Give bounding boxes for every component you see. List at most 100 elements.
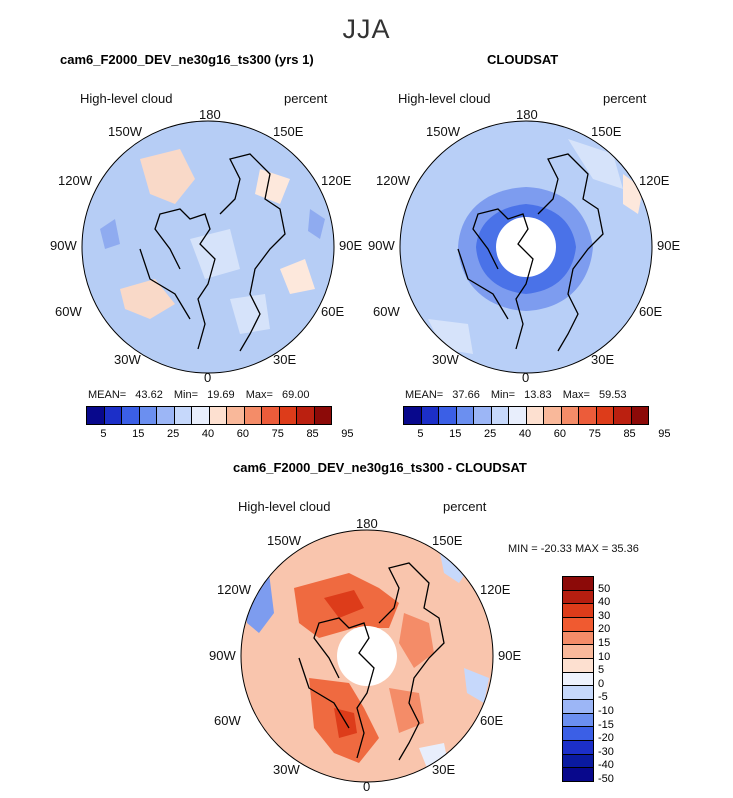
model-mean: 43.62 [135, 389, 163, 401]
model-colorbar-box [279, 407, 297, 424]
diff-minmax: MIN = -20.33 MAX = 35.36 [508, 543, 639, 555]
model-field-patch-deep [100, 219, 120, 249]
model-field-patch-warm [255, 169, 290, 204]
obs-mean-label: MEAN= [405, 389, 444, 401]
model-colorbar-box [244, 407, 262, 424]
diff-lon-label: 0 [363, 779, 371, 794]
obs-variable-label: High-level cloud [398, 91, 491, 106]
obs-field-patch-warm [623, 174, 643, 214]
model-colorbar-box [297, 407, 315, 424]
diff-colorbar-tick-label: 50 [598, 582, 611, 595]
model-colorbar-box [104, 407, 122, 424]
obs-units-label: percent [603, 91, 647, 106]
model-colorbar-box [139, 407, 157, 424]
model-lon-label: 60E [321, 304, 345, 319]
model-colorbar-box [87, 407, 105, 424]
diff-lon-label: 90E [498, 648, 522, 663]
diff-colorbar-tick-label: 0 [598, 677, 605, 690]
obs-colorbar-box [509, 407, 527, 424]
obs-colorbar-box [491, 407, 509, 424]
obs-panel-title: CLOUDSAT [487, 52, 559, 67]
diff-lon-label: 30E [432, 762, 456, 777]
model-lon-label: 150W [108, 124, 142, 139]
diff-lon-label: 60W [214, 713, 241, 728]
obs-colorbar-box [421, 407, 439, 424]
obs-lon-label: 150E [591, 124, 622, 139]
model-lon-label: 150E [273, 124, 304, 139]
obs-field-patch-pale [428, 319, 473, 354]
diff-colorbar-tick-label: 5 [598, 664, 605, 677]
obs-colorbar-tick-label: 40 [518, 428, 532, 440]
diff-field-patch-max [324, 590, 364, 618]
diff-colorbar-tick-label: 40 [598, 596, 611, 609]
model-colorbar-box [174, 407, 192, 424]
diff-lon-label: 60E [480, 713, 504, 728]
diff-colorbar-box [563, 727, 593, 742]
model-colorbar [86, 406, 332, 425]
model-field-patch-pale [190, 229, 240, 279]
obs-polar-map [399, 120, 653, 374]
model-max: 69.00 [281, 389, 310, 401]
model-lon-label: 180 [199, 107, 221, 122]
diff-colorbar-tick-label: -20 [598, 732, 614, 745]
model-field-patch-warm [140, 149, 195, 204]
obs-colorbar-box [579, 407, 597, 424]
diff-colorbar-box [563, 631, 593, 646]
model-colorbar-box [314, 407, 331, 424]
diff-colorbar-box [563, 618, 593, 632]
model-panel-title: cam6_F2000_DEV_ne30g16_ts300 (yrs 1) [60, 52, 314, 67]
model-colorbar-tick-label: 75 [271, 428, 284, 440]
diff-field-patch-cool [464, 668, 489, 703]
model-lon-label: 30W [114, 352, 141, 367]
obs-max-label: Max= [562, 389, 590, 401]
model-colorbar-tick-label: 60 [236, 428, 249, 440]
obs-stats: MEAN= 37.66 Min= 13.83 Max= 59.53 [405, 389, 627, 401]
obs-colorbar-tick-label: 75 [588, 428, 601, 440]
model-colorbar-box [157, 407, 175, 424]
diff-field-patch-strong [389, 688, 424, 733]
model-colorbar-tick-label: 85 [306, 428, 319, 440]
model-min: 19.69 [207, 389, 235, 401]
diff-colorbar-tick-label: 20 [598, 623, 611, 636]
model-coastline [139, 153, 286, 352]
model-lon-label: 60W [55, 304, 82, 319]
obs-colorbar-tick-label: 5 [417, 428, 424, 440]
diff-colorbar-box [563, 645, 593, 660]
obs-mean: 37.66 [452, 389, 480, 401]
obs-colorbar-box [456, 407, 474, 424]
diff-colorbar-tick-label: -50 [598, 773, 614, 785]
model-field-patch-pale [230, 294, 270, 334]
model-field-patch-deep [308, 209, 325, 239]
diff-lon-label: 150E [432, 533, 463, 548]
diff-colorbar-box [563, 672, 593, 687]
model-max-label: Max= [245, 389, 273, 401]
diff-colorbar-box [563, 768, 593, 782]
obs-lon-label: 150W [426, 124, 460, 139]
model-field-patch-warm [120, 279, 175, 319]
diff-colorbar-box [563, 590, 593, 605]
obs-colorbar-tick-label: 25 [484, 428, 497, 440]
diff-polar-map [240, 529, 494, 783]
diff-lon-label: 150W [267, 533, 301, 548]
obs-field-patch-pale [568, 139, 623, 189]
obs-lon-label: 90E [657, 238, 681, 253]
obs-colorbar-tick-label: 85 [623, 428, 636, 440]
diff-units-label: percent [443, 499, 487, 514]
obs-colorbar-box [439, 407, 457, 424]
obs-missing-data-hole [496, 217, 556, 277]
obs-coastline [457, 153, 604, 352]
obs-colorbar-box [404, 407, 422, 424]
model-colorbar-tick-label: 95 [341, 428, 354, 440]
diff-missing-data-hole [337, 626, 397, 686]
obs-lon-label: 30W [432, 352, 459, 367]
model-variable-label: High-level cloud [80, 91, 173, 106]
model-colorbar-tick-label: 5 [100, 428, 107, 440]
diff-colorbar [562, 576, 594, 782]
model-lon-label: 120W [58, 173, 92, 188]
diff-colorbar-tick-label: 10 [598, 650, 611, 663]
diff-colorbar-tick-label: 15 [598, 637, 611, 649]
model-min-label: Min= [173, 389, 199, 401]
model-colorbar-tick-label: 15 [132, 428, 145, 440]
figure-title: JJA [342, 14, 391, 44]
diff-colorbar-tick-label: -40 [598, 759, 614, 772]
